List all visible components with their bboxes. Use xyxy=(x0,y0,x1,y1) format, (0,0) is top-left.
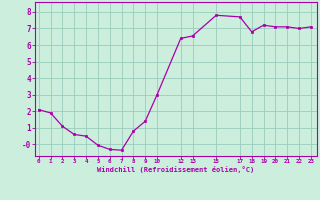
X-axis label: Windchill (Refroidissement éolien,°C): Windchill (Refroidissement éolien,°C) xyxy=(97,166,255,173)
